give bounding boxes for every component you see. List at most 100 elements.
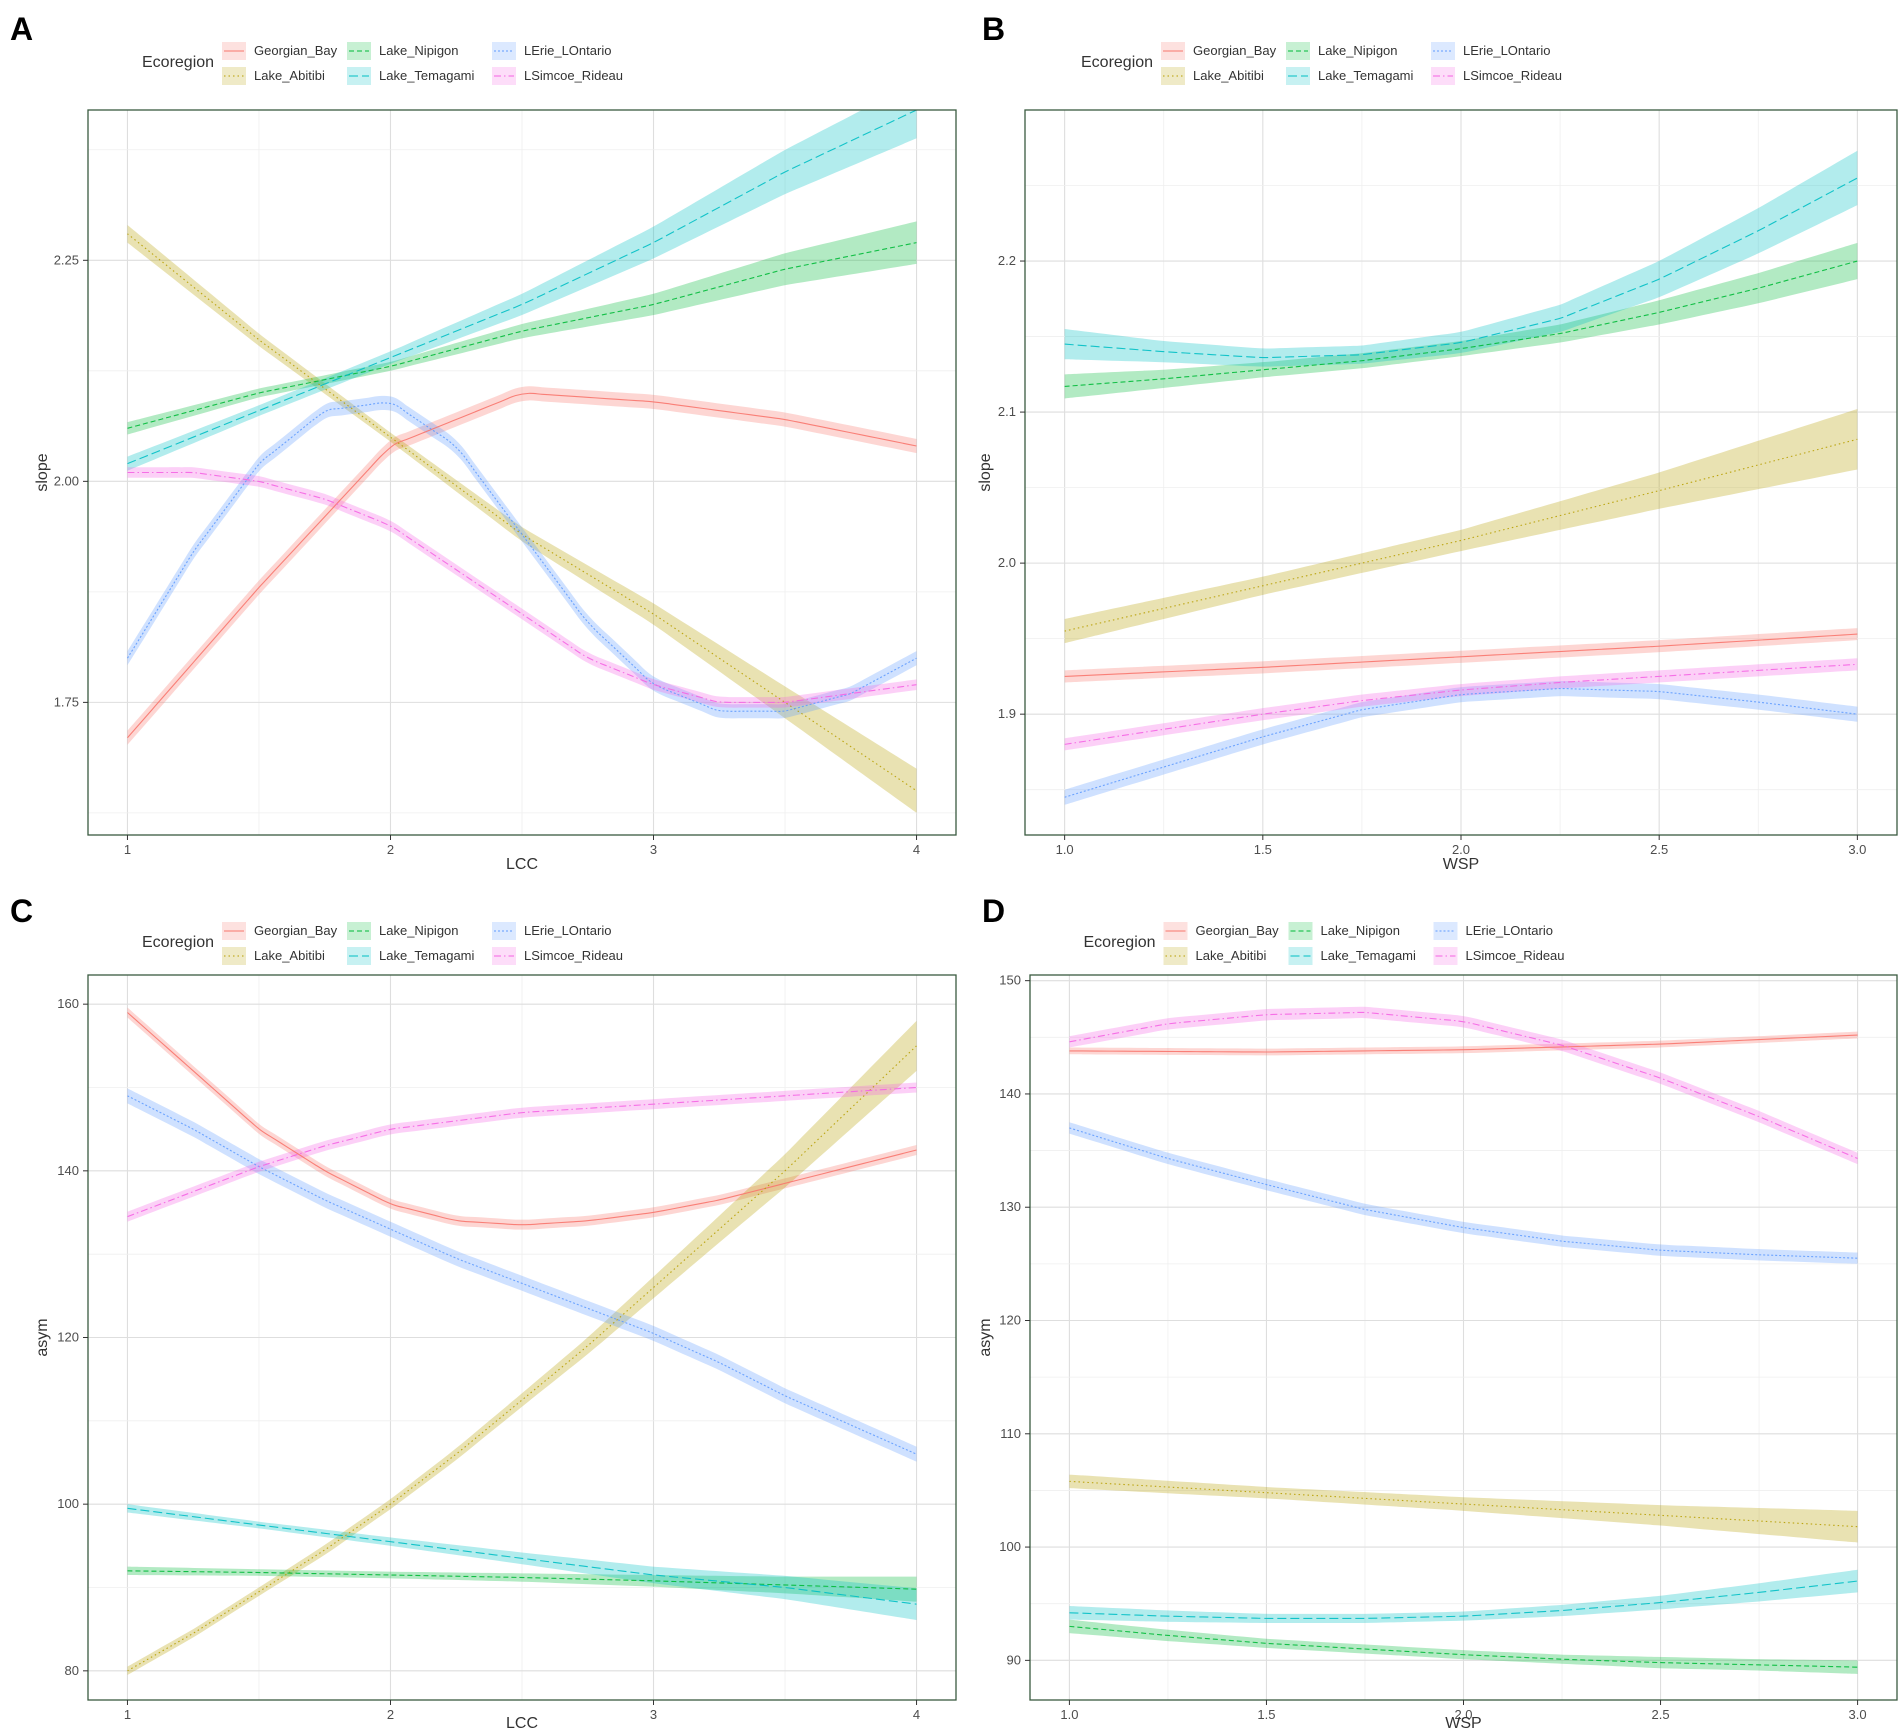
y-tick-label: 160: [57, 996, 79, 1011]
legend: Ecoregion Georgian_Bay Lake_Abitibi Lake_Ni…: [142, 922, 623, 965]
ribbon-LSimcoe_Rideau: [127, 1082, 917, 1222]
legend-item: Lake_Abitibi: [1161, 67, 1264, 85]
series-line-Georgian_Bay: [1069, 1034, 1858, 1053]
legend-item: Georgian_Bay: [222, 42, 338, 60]
x-tick-label: 1: [124, 1707, 131, 1722]
legend-title: Ecoregion: [1084, 934, 1156, 951]
legend-item: LSimcoe_Rideau: [492, 947, 623, 965]
legend-item: Lake_Nipigon: [1288, 922, 1401, 940]
legend-label: Georgian_Bay: [1193, 43, 1277, 58]
legend-label: LSimcoe_Rideau: [524, 68, 623, 83]
y-tick-label: 120: [999, 1313, 1021, 1328]
legend-item: Lake_Nipigon: [1286, 42, 1398, 60]
y-tick-label: 100: [57, 1496, 79, 1511]
legend-key: [1288, 947, 1313, 965]
legend-item: LSimcoe_Rideau: [1433, 947, 1565, 965]
ribbon-Lake_Abitibi: [1064, 409, 1858, 644]
ribbon-LErie_LOntario: [127, 1088, 917, 1462]
y-tick-label: 2.0: [998, 555, 1016, 570]
y-axis-title: asym: [977, 1318, 994, 1356]
legend-label: Lake_Temagami: [379, 948, 474, 963]
ribbon-Lake_Abitibi: [1069, 1474, 1858, 1543]
series-line-Lake_Temagami: [127, 1507, 917, 1605]
legend-label: Lake_Abitibi: [254, 68, 325, 83]
legend-label: Lake_Temagami: [1318, 68, 1413, 83]
y-tick-label: 140: [999, 1086, 1021, 1101]
ribbon-Georgian_Bay: [1064, 628, 1858, 683]
y-tick-label: 130: [999, 1199, 1021, 1214]
x-tick-label: 4: [913, 1707, 920, 1722]
legend-label: LSimcoe_Rideau: [1466, 948, 1565, 963]
series-line-Lake_Temagami: [1064, 177, 1858, 359]
legend-item: Lake_Nipigon: [347, 42, 459, 60]
x-tick-label: 2.5: [1652, 1707, 1670, 1722]
legend-label: Lake_Abitibi: [254, 948, 325, 963]
x-tick-label: 3.0: [1848, 842, 1866, 857]
x-axis-title: WSP: [1445, 1715, 1481, 1732]
legend-item: Lake_Temagami: [347, 947, 474, 965]
ribbon-Lake_Nipigon: [1069, 1619, 1858, 1674]
legend-item: Georgian_Bay: [1163, 922, 1280, 940]
ribbon-LSimcoe_Rideau: [1069, 1006, 1858, 1165]
legend: Ecoregion Georgian_Bay Lake_Abitibi Lake_Ni…: [1081, 42, 1562, 85]
panel-D: D Ecoregion Georgian_Bay Lake_Abitibi Lake_N…: [977, 893, 1898, 1732]
series-line-LErie_LOntario: [126, 402, 917, 712]
series-line-LSimcoe_Rideau: [1069, 1011, 1858, 1160]
x-tick-label: 2: [387, 1707, 394, 1722]
ribbon-Lake_Nipigon: [127, 221, 917, 435]
legend-item: LErie_LOntario: [1433, 922, 1553, 940]
x-tick-label: 4: [913, 842, 920, 857]
panel-letter: C: [10, 893, 33, 929]
legend-item: Lake_Abitibi: [222, 947, 325, 965]
legend-label: LErie_LOntario: [524, 923, 611, 938]
series-line-Lake_Nipigon: [1069, 1625, 1858, 1668]
y-axis-title: slope: [34, 453, 51, 491]
series-group: [126, 110, 917, 813]
legend-label: LErie_LOntario: [524, 43, 611, 58]
gridlines: [1030, 975, 1897, 1700]
legend-key: [347, 67, 371, 85]
legend-item: LSimcoe_Rideau: [1431, 67, 1562, 85]
y-axis-title: asym: [34, 1318, 51, 1356]
legend-item: LErie_LOntario: [1431, 42, 1550, 60]
legend: Ecoregion Georgian_Bay Lake_Abitibi Lake_Ni…: [142, 42, 623, 85]
legend-label: Georgian_Bay: [1196, 923, 1280, 938]
x-tick-label: 2.5: [1650, 842, 1668, 857]
legend-item: LErie_LOntario: [492, 922, 611, 940]
series-line-Georgian_Bay: [127, 1012, 917, 1226]
series-line-Georgian_Bay: [1064, 633, 1858, 677]
ribbon-Lake_Abitibi: [127, 224, 917, 813]
legend-item: Lake_Temagami: [347, 67, 474, 85]
y-tick-label: 140: [57, 1163, 79, 1178]
y-tick-label: 2.25: [54, 252, 79, 267]
y-tick-label: 100: [999, 1539, 1021, 1554]
legend-label: Lake_Abitibi: [1196, 948, 1267, 963]
legend-label: Lake_Temagami: [379, 68, 474, 83]
legend-label: Lake_Nipigon: [1318, 43, 1398, 58]
series-line-LErie_LOntario: [1069, 1127, 1858, 1259]
legend-item: Georgian_Bay: [222, 922, 338, 940]
y-tick-label: 80: [65, 1663, 79, 1678]
y-tick-label: 150: [999, 973, 1021, 988]
series-line-Georgian_Bay: [127, 392, 917, 739]
panel-A: A Ecoregion Georgian_Bay Lake_Abitibi Lake_N…: [10, 11, 957, 873]
series-group: [1064, 150, 1858, 805]
x-tick-label: 2.0: [1454, 1707, 1472, 1722]
x-tick-label: 1.0: [1060, 1707, 1078, 1722]
x-tick-label: 1.0: [1056, 842, 1074, 857]
legend-title: Ecoregion: [142, 54, 214, 71]
x-tick-label: 3: [650, 842, 657, 857]
ribbon-Lake_Nipigon: [127, 1566, 917, 1602]
x-tick-label: 1: [124, 842, 131, 857]
ribbon-Georgian_Bay: [1069, 1031, 1858, 1056]
legend-label: Lake_Nipigon: [1321, 923, 1401, 938]
series-line-LSimcoe_Rideau: [127, 1086, 917, 1218]
series-line-LErie_LOntario: [127, 1095, 917, 1455]
y-tick-label: 2.1: [998, 404, 1016, 419]
legend-label: LErie_LOntario: [1463, 43, 1550, 58]
legend-label: LSimcoe_Rideau: [524, 948, 623, 963]
panel-letter: B: [982, 11, 1005, 47]
series-line-Lake_Nipigon: [1064, 260, 1858, 387]
series-line-Lake_Nipigon: [127, 1570, 917, 1590]
series-group: [127, 1007, 917, 1675]
